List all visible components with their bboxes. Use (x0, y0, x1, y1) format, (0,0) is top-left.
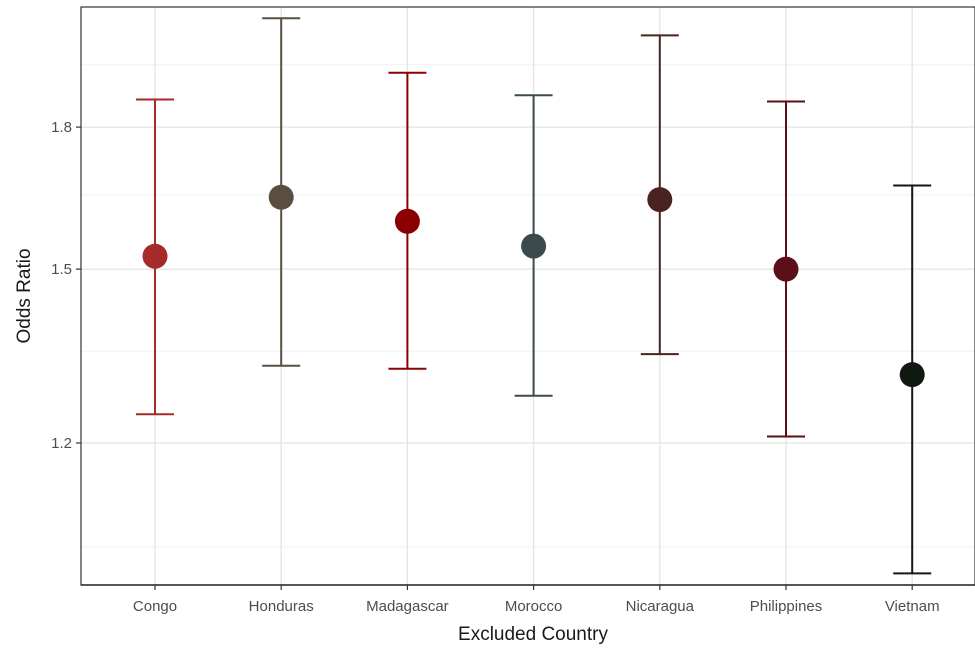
estimate-points (142, 184, 925, 388)
y-tick-label: 1.2 (51, 435, 72, 452)
x-tick-label: Congo (133, 598, 177, 615)
x-tick-label: Philippines (750, 598, 823, 615)
y-tick-label: 1.5 (51, 261, 72, 278)
x-tick-label: Morocco (505, 598, 563, 615)
x-tick-label: Madagascar (366, 598, 449, 615)
x-tick-label: Nicaragua (626, 598, 695, 615)
y-tick-label: 1.8 (51, 119, 72, 136)
estimate-point (268, 184, 294, 210)
x-axis: Congo Honduras Madagascar Morocco Nicaragua P… (133, 585, 940, 615)
y-axis: 1.2 1.5 1.8 (51, 119, 81, 452)
y-axis-title: Odds Ratio (14, 248, 35, 343)
plot-panel (81, 7, 975, 585)
estimate-point (899, 362, 925, 388)
estimate-point (394, 208, 420, 234)
estimate-point (521, 233, 547, 259)
x-axis-title: Excluded Country (458, 624, 608, 645)
estimate-point (647, 187, 673, 213)
estimate-point (773, 256, 799, 282)
plot-border (80, 6, 975, 586)
x-tick-label: Honduras (249, 598, 314, 615)
x-tick-label: Vietnam (885, 598, 940, 615)
estimate-point (142, 243, 168, 269)
